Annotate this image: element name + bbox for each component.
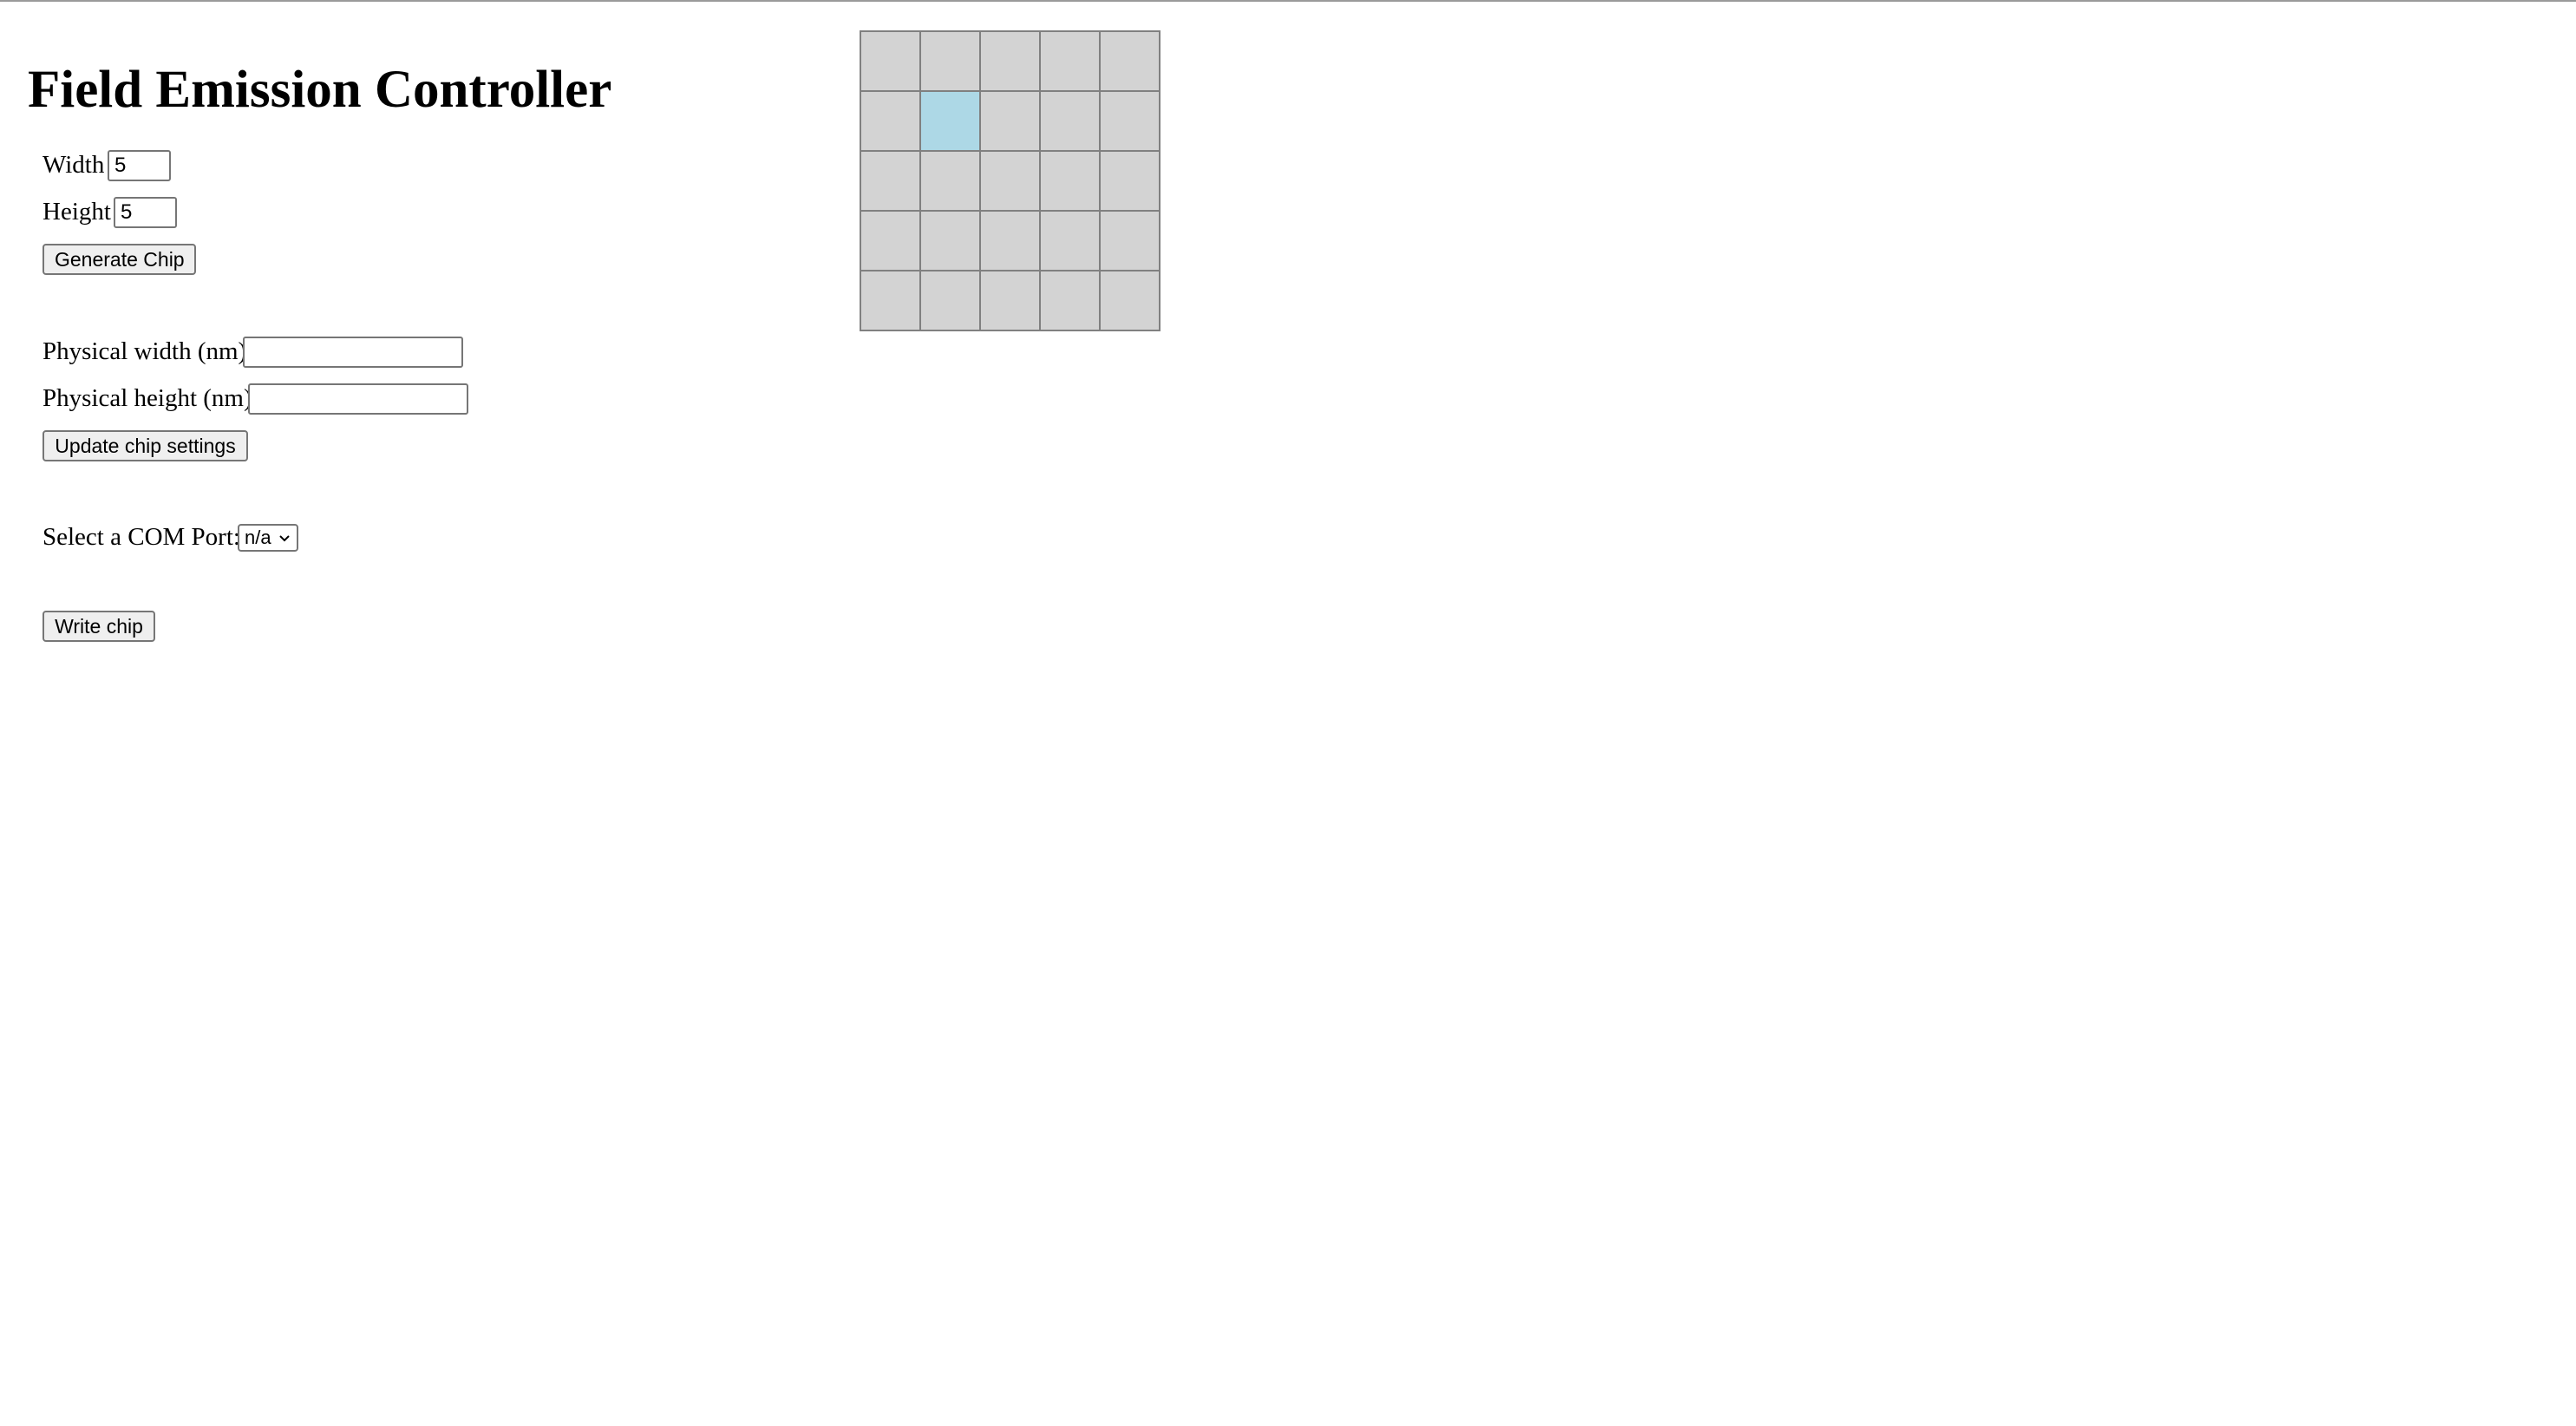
physical-width-input[interactable]: [243, 337, 463, 368]
chip-cell-r3-c0[interactable]: [860, 211, 920, 271]
height-label: Height: [42, 198, 111, 226]
chip-cell-r4-c1[interactable]: [920, 271, 980, 330]
top-divider: [0, 0, 2576, 2]
chip-cell-r0-c1[interactable]: [920, 31, 980, 91]
page-title: Field Emission Controller: [28, 61, 612, 119]
chip-cell-r3-c1[interactable]: [920, 211, 980, 271]
width-label: Width: [42, 151, 105, 179]
generate-chip-button[interactable]: Generate Chip: [42, 244, 196, 275]
chip-cell-r2-c2[interactable]: [980, 151, 1040, 211]
chip-cell-r0-c3[interactable]: [1040, 31, 1100, 91]
chip-cell-r4-c0[interactable]: [860, 271, 920, 330]
write-chip-button[interactable]: Write chip: [42, 611, 155, 642]
physical-width-label: Physical width (nm): [42, 337, 247, 365]
chip-cell-r1-c4[interactable]: [1100, 91, 1160, 151]
chip-cell-r4-c4[interactable]: [1100, 271, 1160, 330]
chip-cell-r4-c2[interactable]: [980, 271, 1040, 330]
update-chip-settings-button[interactable]: Update chip settings: [42, 430, 248, 461]
com-port-select[interactable]: n/a: [238, 524, 298, 552]
chip-cell-r1-c3[interactable]: [1040, 91, 1100, 151]
chip-cell-r4-c3[interactable]: [1040, 271, 1100, 330]
chip-cell-r0-c0[interactable]: [860, 31, 920, 91]
chip-cell-r2-c0[interactable]: [860, 151, 920, 211]
width-input[interactable]: [108, 150, 171, 181]
chip-cell-r1-c0[interactable]: [860, 91, 920, 151]
physical-height-label: Physical height (nm): [42, 384, 252, 412]
chip-cell-r0-c4[interactable]: [1100, 31, 1160, 91]
chip-cell-r1-c2[interactable]: [980, 91, 1040, 151]
chip-grid: [860, 30, 1161, 331]
chip-cell-r3-c4[interactable]: [1100, 211, 1160, 271]
chip-cell-r3-c3[interactable]: [1040, 211, 1100, 271]
chevron-down-icon: [279, 535, 290, 542]
physical-height-input[interactable]: [248, 383, 468, 415]
com-port-label: Select a COM Port:: [42, 523, 240, 551]
chip-cell-r2-c4[interactable]: [1100, 151, 1160, 211]
chip-cell-r1-c1[interactable]: [920, 91, 980, 151]
com-port-selected-value: n/a: [245, 527, 271, 548]
chip-cell-r2-c3[interactable]: [1040, 151, 1100, 211]
chip-cell-r2-c1[interactable]: [920, 151, 980, 211]
chip-cell-r3-c2[interactable]: [980, 211, 1040, 271]
chip-cell-r0-c2[interactable]: [980, 31, 1040, 91]
height-input[interactable]: [114, 197, 177, 228]
